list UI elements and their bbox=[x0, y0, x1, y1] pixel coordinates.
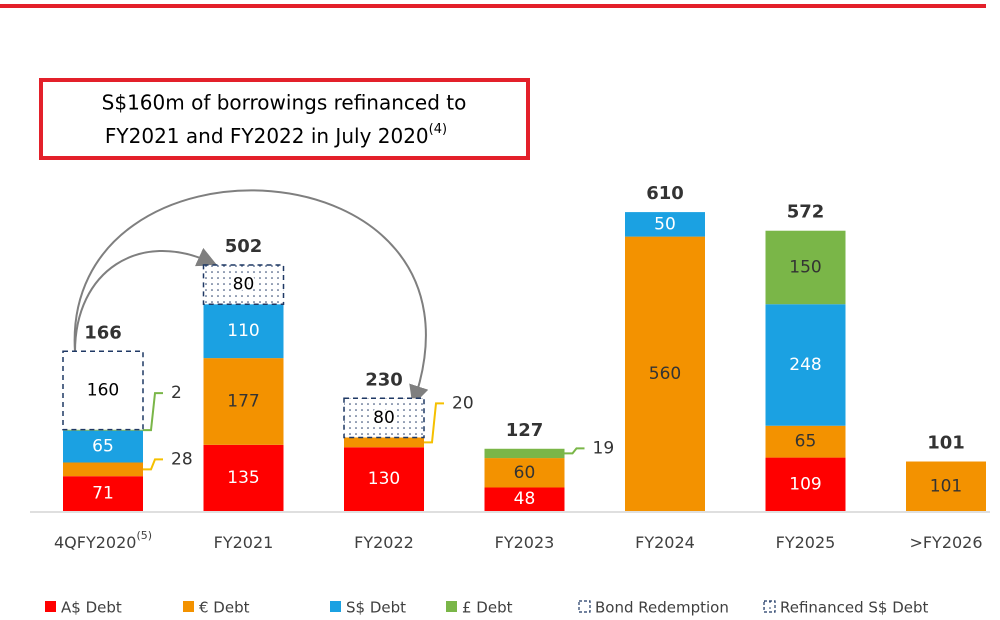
x-tick-label: FY2021 bbox=[214, 533, 274, 552]
callout-line: S$160m of borrowings refinanced to bbox=[102, 91, 467, 115]
x-tick-label: FY2025 bbox=[776, 533, 836, 552]
total-label: 230 bbox=[365, 369, 403, 390]
x-tick-label: FY2025 bbox=[776, 533, 836, 552]
data-label: 60 bbox=[514, 463, 536, 483]
callout-superscript: (4) bbox=[429, 122, 447, 137]
x-tick-label: FY2022 bbox=[354, 533, 414, 552]
legend-label: Bond Redemption bbox=[595, 599, 729, 617]
leader-line bbox=[143, 392, 163, 432]
total-label: 502 bbox=[225, 236, 263, 257]
data-label: 71 bbox=[92, 484, 114, 504]
bar-segment bbox=[765, 230, 846, 305]
legend-swatch bbox=[183, 601, 194, 612]
data-label: 177 bbox=[227, 391, 259, 411]
x-tick-superscript: (5) bbox=[136, 529, 152, 542]
x-tick-label: FY2022 bbox=[354, 533, 414, 552]
callout-line: FY2021 and FY2022 in July 2020 bbox=[105, 124, 429, 148]
data-label: 80 bbox=[373, 408, 395, 428]
data-label: 48 bbox=[514, 489, 536, 509]
leader-line bbox=[143, 458, 163, 471]
x-tick-label: 4QFY2020(5) bbox=[54, 529, 152, 552]
bar-segment bbox=[63, 476, 143, 511]
total-label: 610 bbox=[646, 183, 684, 204]
top-rule bbox=[0, 4, 986, 8]
x-tick-label: FY2024 bbox=[635, 533, 695, 552]
total-label: 127 bbox=[506, 420, 544, 441]
bar-segment bbox=[765, 425, 846, 458]
data-label: 135 bbox=[227, 468, 259, 488]
bar-segment bbox=[203, 304, 284, 359]
data-label: 20 bbox=[452, 393, 474, 413]
leader-line bbox=[564, 447, 585, 455]
x-tick-label: FY2024 bbox=[635, 533, 695, 552]
data-label: 101 bbox=[930, 476, 962, 496]
legend-label: S$ Debt bbox=[346, 599, 406, 617]
x-tick-label: FY2021 bbox=[214, 533, 274, 552]
bar-segment bbox=[765, 304, 846, 426]
x-tick-label: FY2023 bbox=[495, 533, 555, 552]
data-label: 109 bbox=[789, 474, 821, 494]
x-tick-label: >FY2026 bbox=[909, 533, 982, 552]
x-tick-label: >FY2026 bbox=[909, 533, 982, 552]
data-label: 65 bbox=[795, 432, 817, 452]
bar-segment bbox=[625, 212, 705, 237]
bar-segment bbox=[203, 358, 284, 445]
callout-box bbox=[39, 78, 530, 160]
bar-segment bbox=[343, 397, 425, 439]
legend-swatch bbox=[578, 600, 591, 613]
data-label: 130 bbox=[368, 469, 400, 489]
bar-segment bbox=[202, 264, 285, 305]
legend-swatch bbox=[45, 601, 56, 612]
legend-label: Refinanced S$ Debt bbox=[780, 599, 929, 617]
x-tick-label: FY2023 bbox=[495, 533, 555, 552]
legend-swatch bbox=[330, 601, 341, 612]
data-label: 19 bbox=[593, 438, 615, 458]
bar-segment bbox=[484, 487, 565, 511]
data-label: 560 bbox=[649, 364, 681, 384]
data-label: 80 bbox=[233, 275, 255, 295]
refinance-arrow bbox=[73, 189, 429, 406]
legend-label: A$ Debt bbox=[61, 599, 122, 617]
data-label: 28 bbox=[171, 449, 193, 469]
bar-segment bbox=[63, 462, 143, 477]
x-tick-label: 4QFY2020 bbox=[54, 533, 136, 552]
data-label: 248 bbox=[789, 355, 821, 375]
callout-line: FY2021 and FY2022 in July 2020(4) bbox=[105, 122, 447, 148]
leader-line bbox=[424, 402, 444, 444]
total-label: 572 bbox=[787, 202, 825, 223]
bar-segment bbox=[344, 447, 424, 511]
data-label: 2 bbox=[171, 383, 182, 403]
legend-swatch bbox=[446, 601, 457, 612]
bar-segment bbox=[484, 448, 565, 459]
data-label: 150 bbox=[789, 257, 821, 277]
bar-segment bbox=[344, 437, 424, 448]
total-label: 166 bbox=[84, 322, 122, 343]
data-label: 65 bbox=[92, 437, 114, 457]
bar-segment bbox=[484, 458, 565, 488]
bar-segment bbox=[765, 457, 846, 511]
refinance-arrow bbox=[74, 247, 218, 353]
bar-segment bbox=[906, 461, 986, 511]
legend-label: £ Debt bbox=[462, 599, 513, 617]
data-label: 50 bbox=[654, 214, 676, 234]
bar-segment bbox=[203, 444, 284, 511]
data-label: 110 bbox=[227, 321, 259, 341]
data-label: 160 bbox=[87, 380, 119, 400]
total-label: 101 bbox=[927, 433, 965, 454]
legend-label: € Debt bbox=[199, 599, 250, 617]
bar-segment bbox=[625, 236, 705, 511]
bar-segment bbox=[62, 350, 144, 431]
bar-segment bbox=[63, 430, 143, 463]
legend-swatch bbox=[763, 600, 776, 613]
